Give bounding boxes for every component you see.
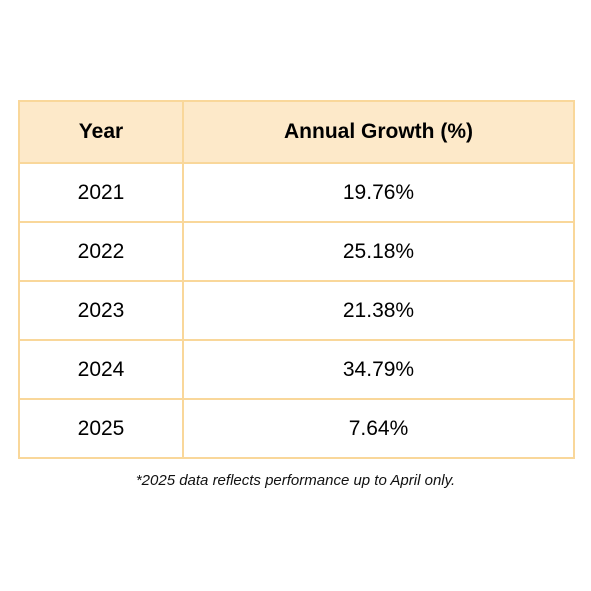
table-row: 2025 7.64% — [18, 398, 575, 459]
growth-cell: 19.76% — [182, 162, 575, 223]
table-header-row: Year Annual Growth (%) — [18, 100, 575, 164]
growth-cell: 34.79% — [182, 339, 575, 400]
year-cell: 2021 — [18, 162, 184, 223]
growth-cell: 7.64% — [182, 398, 575, 459]
year-cell: 2025 — [18, 398, 184, 459]
growth-cell: 25.18% — [182, 221, 575, 282]
table-row: 2023 21.38% — [18, 280, 575, 341]
table-row: 2022 25.18% — [18, 221, 575, 282]
table-row: 2021 19.76% — [18, 162, 575, 223]
growth-cell: 21.38% — [182, 280, 575, 341]
column-header-year: Year — [18, 100, 184, 164]
year-cell: 2022 — [18, 221, 184, 282]
column-header-annual-growth: Annual Growth (%) — [182, 100, 575, 164]
table-footnote: *2025 data reflects performance up to Ap… — [135, 472, 456, 489]
growth-table: Year Annual Growth (%) 2021 19.76% 2022 … — [18, 100, 575, 459]
table-row: 2024 34.79% — [18, 339, 575, 400]
year-cell: 2024 — [18, 339, 184, 400]
year-cell: 2023 — [18, 280, 184, 341]
growth-table-container: Year Annual Growth (%) 2021 19.76% 2022 … — [18, 100, 575, 459]
